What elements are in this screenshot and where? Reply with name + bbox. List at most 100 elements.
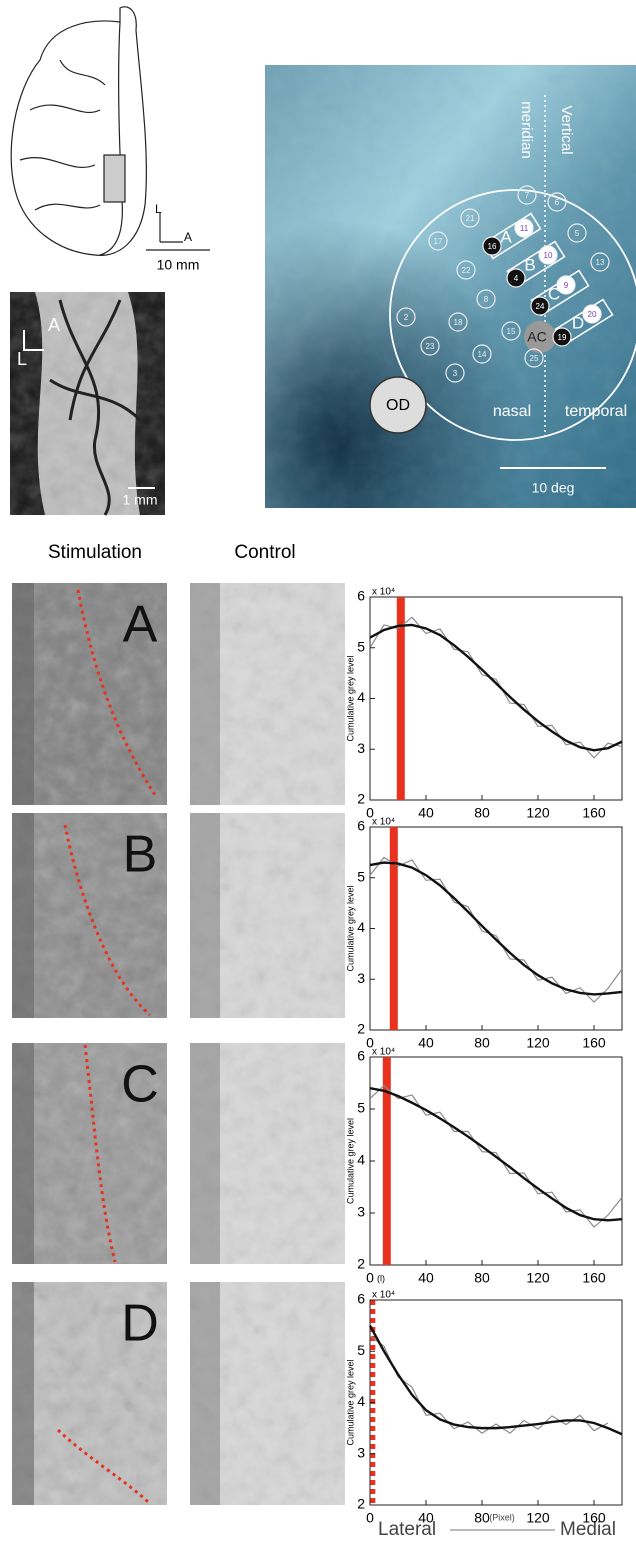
- stim-edge: [12, 583, 34, 805]
- y-tick-label: 6: [357, 1048, 365, 1064]
- control-edge: [190, 1282, 220, 1505]
- highlight: [390, 827, 398, 1030]
- plot-frame: [370, 827, 622, 1030]
- y-tick-label: 3: [357, 740, 365, 756]
- page: {"figure": { "brain_scale": {"arrow_up":…: [0, 0, 636, 1544]
- site-label: 24: [536, 302, 545, 311]
- plot-frame: [370, 1300, 622, 1505]
- x-tick-label: 120: [526, 805, 550, 821]
- panel-letter: C: [121, 1056, 159, 1114]
- x-tick-label: 120: [526, 1270, 550, 1286]
- box-label: A: [500, 227, 512, 246]
- site-label: 5: [575, 229, 580, 238]
- x-tick-label: 40: [418, 1510, 434, 1526]
- brain-photo: [10, 292, 165, 515]
- retina-label: temporal: [565, 403, 627, 420]
- column-header: Stimulation: [48, 542, 142, 563]
- x-tick-label: 80: [474, 805, 490, 821]
- scale-label: A: [184, 230, 192, 244]
- site-label: 8: [484, 295, 489, 304]
- brain-drawing: [11, 7, 146, 255]
- control-edge: [190, 583, 220, 805]
- site-label: 9: [564, 281, 569, 290]
- y-tick-label: 6: [357, 588, 365, 604]
- y-axis-label: Cumulative grey level: [345, 1118, 355, 1204]
- brain-scale: [146, 213, 210, 250]
- control-edge: [190, 1043, 220, 1264]
- y-tick-label: 3: [357, 970, 365, 986]
- site-label: 2: [404, 313, 409, 322]
- x-tick-label: 40: [418, 1035, 434, 1051]
- site-label: 21: [466, 214, 475, 223]
- highlight: [397, 597, 405, 800]
- panel-letter: B: [123, 826, 158, 884]
- x-tick-label: 120: [526, 1510, 550, 1526]
- stim-edge: [12, 1282, 34, 1505]
- plot-frame: [370, 597, 622, 800]
- retina-label: Vertical: [558, 105, 575, 154]
- site-label: 22: [462, 266, 471, 275]
- x-axis-label: (Pixel): [489, 1512, 515, 1522]
- y-tick-label: 2: [357, 1256, 365, 1272]
- stim-edge: [12, 813, 34, 1018]
- y-tick-label: 5: [357, 638, 365, 654]
- box-label: C: [548, 284, 560, 303]
- x-tick-label: 0: [366, 1270, 374, 1286]
- site-label: 11: [520, 224, 529, 233]
- site-label: 10: [544, 251, 553, 260]
- site-label: 25: [530, 354, 539, 363]
- x-tick-label: 160: [582, 1035, 606, 1051]
- photo-label: A: [48, 315, 60, 335]
- site-label: 18: [454, 318, 463, 327]
- panel-letter: D: [121, 1295, 159, 1353]
- x-tick-label: 0: [366, 1510, 374, 1526]
- y-tick-label: 5: [357, 1342, 365, 1358]
- retina-label: AC: [527, 329, 546, 345]
- y-tick-label: 5: [357, 1100, 365, 1116]
- figure: L A 10 mm A L 1 mm meridian Vertical OD …: [0, 0, 636, 1544]
- y-axis-label: Cumulative grey level: [345, 885, 355, 971]
- y-tick-label: 4: [357, 919, 365, 935]
- control-edge: [190, 813, 220, 1018]
- x-tick-label: 120: [526, 1035, 550, 1051]
- multiplier: x 10⁴: [372, 1290, 395, 1301]
- site-label: 23: [426, 342, 435, 351]
- y-tick-label: 4: [357, 689, 365, 705]
- y-tick-label: 3: [357, 1444, 365, 1460]
- y-axis-label: Cumulative grey level: [345, 1359, 355, 1445]
- y-tick-label: 5: [357, 868, 365, 884]
- panel-letter: A: [123, 596, 158, 654]
- x-tick-label: 40: [418, 1270, 434, 1286]
- panel-note: (l): [377, 1273, 385, 1283]
- retina-photo: [265, 65, 636, 508]
- retina-label: 10 deg: [532, 480, 575, 496]
- x-tick-label: 160: [582, 805, 606, 821]
- site-label: 16: [488, 242, 497, 251]
- y-tick-label: 6: [357, 1291, 365, 1307]
- site-label: 20: [588, 310, 597, 319]
- x-tick-label: 40: [418, 805, 434, 821]
- site-label: 15: [507, 327, 516, 336]
- site-label: 14: [478, 350, 487, 359]
- x-tick-label: 160: [582, 1510, 606, 1526]
- retina-label: nasal: [493, 403, 531, 420]
- site-label: 3: [453, 369, 458, 378]
- photo-label: L: [17, 349, 27, 369]
- x-tick-label: 160: [582, 1270, 606, 1286]
- y-tick-label: 6: [357, 818, 365, 834]
- site-label: 19: [558, 333, 567, 342]
- x-tick-label: 80: [474, 1510, 490, 1526]
- y-tick-label: 2: [357, 791, 365, 807]
- site-label: 6: [555, 198, 560, 207]
- box-label: B: [524, 255, 535, 274]
- scale-label: 10 mm: [157, 257, 200, 273]
- site-label: 13: [596, 258, 605, 267]
- x-tick-label: 80: [474, 1035, 490, 1051]
- retina-label: OD: [386, 397, 410, 414]
- y-tick-label: 2: [357, 1496, 365, 1512]
- column-header: Control: [234, 542, 295, 563]
- site-label: 17: [434, 237, 443, 246]
- plot-frame: [370, 1057, 622, 1265]
- multiplier: x 10⁴: [372, 1047, 395, 1058]
- x-tick-label: 80: [474, 1270, 490, 1286]
